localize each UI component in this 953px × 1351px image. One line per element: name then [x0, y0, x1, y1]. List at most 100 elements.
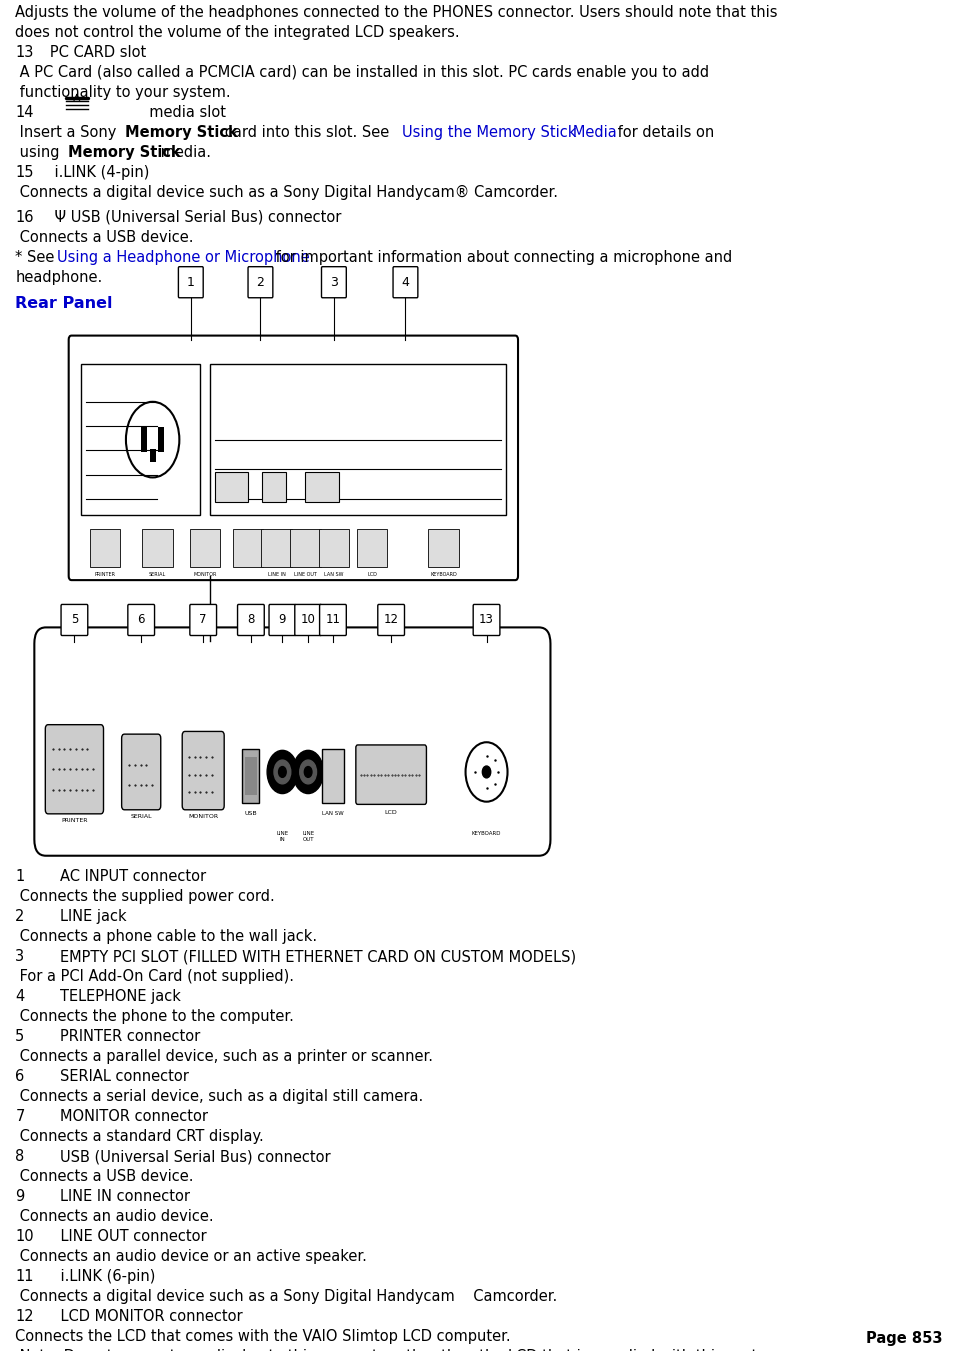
FancyBboxPatch shape — [182, 731, 224, 809]
Text: PRINTER: PRINTER — [61, 817, 88, 823]
Bar — [141, 427, 147, 451]
Text: USB (Universal Serial Bus) connector: USB (Universal Serial Bus) connector — [23, 1150, 330, 1165]
Text: 10: 10 — [15, 1229, 34, 1244]
Text: Using the Memory Stick: Using the Memory Stick — [401, 124, 576, 139]
Bar — [90, 528, 120, 566]
Bar — [81, 363, 200, 515]
Text: 4: 4 — [401, 276, 409, 289]
Text: 7: 7 — [15, 1109, 25, 1124]
Text: LCD: LCD — [367, 571, 376, 577]
Bar — [321, 748, 343, 802]
Text: card into this slot. See: card into this slot. See — [211, 124, 394, 139]
Text: LINE IN connector: LINE IN connector — [23, 1189, 190, 1204]
Text: LINE OUT connector: LINE OUT connector — [42, 1229, 207, 1244]
FancyBboxPatch shape — [34, 627, 550, 855]
Circle shape — [482, 766, 490, 778]
Bar — [261, 528, 292, 566]
Bar — [318, 528, 349, 566]
Text: i.LINK (4-pin): i.LINK (4-pin) — [36, 165, 150, 180]
Text: SERIAL: SERIAL — [149, 571, 166, 577]
Text: 5: 5 — [15, 1029, 25, 1044]
Text: 14: 14 — [15, 105, 33, 120]
Text: 2: 2 — [256, 276, 264, 289]
Text: 3: 3 — [15, 950, 25, 965]
Text: 9: 9 — [15, 1189, 25, 1204]
FancyBboxPatch shape — [190, 604, 216, 635]
FancyBboxPatch shape — [61, 604, 88, 635]
Bar — [356, 528, 387, 566]
Text: Connects a USB device.: Connects a USB device. — [15, 230, 193, 245]
Text: media slot: media slot — [66, 105, 226, 120]
Bar — [242, 748, 259, 802]
Text: Connects a phone cable to the wall jack.: Connects a phone cable to the wall jack. — [15, 929, 317, 944]
Bar — [262, 471, 286, 501]
Text: functionality to your system.: functionality to your system. — [15, 85, 231, 100]
Bar — [428, 528, 458, 566]
Text: Insert a Sony: Insert a Sony — [15, 124, 121, 139]
FancyBboxPatch shape — [178, 266, 203, 297]
Text: does not control the volume of the integrated LCD speakers.: does not control the volume of the integ… — [15, 24, 459, 39]
Text: LINE
OUT: LINE OUT — [302, 831, 314, 842]
FancyBboxPatch shape — [269, 604, 295, 635]
Bar — [290, 528, 320, 566]
Text: LAN SW: LAN SW — [324, 571, 343, 577]
Text: for details on: for details on — [613, 124, 714, 139]
Text: Connects a parallel device, such as a printer or scanner.: Connects a parallel device, such as a pr… — [15, 1050, 433, 1065]
FancyBboxPatch shape — [319, 604, 346, 635]
Circle shape — [267, 750, 297, 793]
Text: Adjusts the volume of the headphones connected to the PHONES connector. Users sh: Adjusts the volume of the headphones con… — [15, 4, 777, 20]
Text: Connects a digital device such as a Sony Digital Handycam® Camcorder.: Connects a digital device such as a Sony… — [15, 185, 558, 200]
Bar — [214, 471, 248, 501]
Text: * See: * See — [15, 250, 59, 265]
FancyBboxPatch shape — [237, 604, 264, 635]
Text: Rear Panel: Rear Panel — [15, 296, 112, 311]
Text: PRINTER connector: PRINTER connector — [23, 1029, 200, 1044]
FancyBboxPatch shape — [393, 266, 417, 297]
FancyBboxPatch shape — [321, 266, 346, 297]
Text: PRINTER: PRINTER — [94, 571, 115, 577]
FancyBboxPatch shape — [46, 724, 103, 813]
Text: Using a Headphone or Microphone: Using a Headphone or Microphone — [57, 250, 310, 265]
FancyBboxPatch shape — [248, 266, 273, 297]
Text: 11: 11 — [325, 613, 340, 627]
Bar — [190, 528, 220, 566]
Text: MONITOR: MONITOR — [193, 571, 216, 577]
Text: LCD: LCD — [384, 809, 397, 815]
Circle shape — [293, 750, 323, 793]
Text: LINE
IN: LINE IN — [276, 831, 288, 842]
Text: Connects the LCD that comes with the VAIO Slimtop LCD computer.: Connects the LCD that comes with the VAI… — [15, 1329, 511, 1344]
Bar — [142, 528, 172, 566]
Text: TELEPHONE jack: TELEPHONE jack — [23, 989, 180, 1004]
Text: EMPTY PCI SLOT (FILLED WITH ETHERNET CARD ON CUSTOM MODELS): EMPTY PCI SLOT (FILLED WITH ETHERNET CAR… — [23, 950, 576, 965]
Bar — [245, 757, 256, 794]
Bar — [233, 528, 263, 566]
Bar — [305, 471, 338, 501]
Text: KEYBOARD: KEYBOARD — [472, 831, 500, 836]
Text: 10: 10 — [300, 613, 315, 627]
Text: Page 853: Page 853 — [865, 1331, 942, 1346]
Text: 3: 3 — [330, 276, 337, 289]
Text: 12: 12 — [15, 1309, 34, 1324]
Text: 8: 8 — [247, 613, 254, 627]
Text: Connects an audio device or an active speaker.: Connects an audio device or an active sp… — [15, 1250, 367, 1265]
Text: 8: 8 — [15, 1150, 25, 1165]
Text: 7: 7 — [199, 613, 207, 627]
Text: 6: 6 — [137, 613, 145, 627]
Circle shape — [278, 766, 286, 777]
Text: SERIAL: SERIAL — [131, 813, 152, 819]
Text: using: using — [15, 145, 64, 159]
Text: LCD MONITOR connector: LCD MONITOR connector — [42, 1309, 242, 1324]
Text: For a PCI Add-On Card (not supplied).: For a PCI Add-On Card (not supplied). — [15, 969, 294, 985]
Text: 5: 5 — [71, 613, 78, 627]
Text: 1: 1 — [187, 276, 194, 289]
Text: Memory Stick: Memory Stick — [125, 124, 237, 139]
Text: 13: 13 — [478, 613, 494, 627]
Text: Connects a USB device.: Connects a USB device. — [15, 1169, 193, 1185]
Text: i.LINK (6-pin): i.LINK (6-pin) — [42, 1269, 155, 1285]
Text: 12: 12 — [383, 613, 398, 627]
Text: PC CARD slot: PC CARD slot — [36, 45, 147, 59]
Text: 9: 9 — [278, 613, 286, 627]
Bar — [158, 427, 164, 451]
Bar — [150, 450, 155, 462]
Text: LINE OUT: LINE OUT — [294, 571, 316, 577]
